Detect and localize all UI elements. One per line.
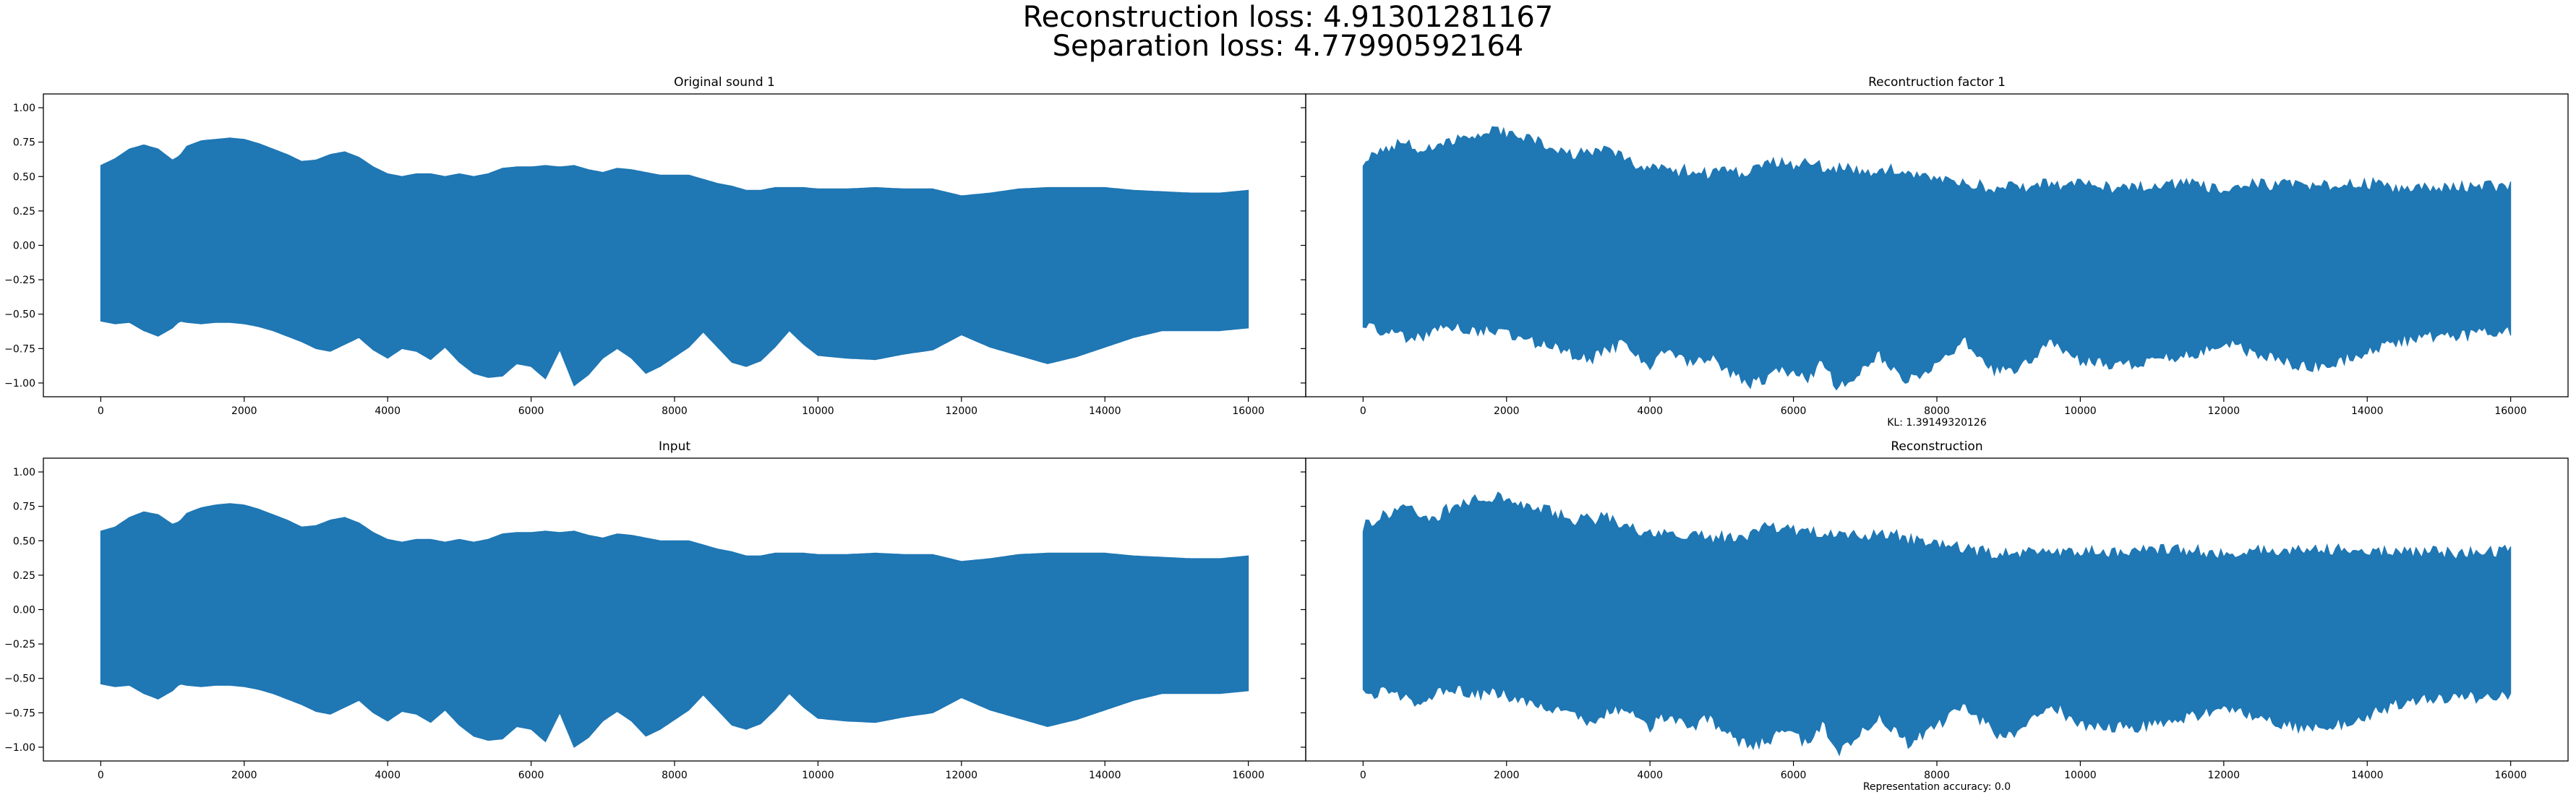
y-tick-label: 0.00 (13, 241, 35, 252)
x-tick-label: 6000 (1781, 405, 1807, 417)
x-tick-label: 12000 (946, 770, 978, 781)
x-tick-label: 16000 (1232, 405, 1265, 417)
x-tick-label: 8000 (1924, 770, 1950, 781)
x-tick-label: 4000 (375, 770, 401, 781)
x-tick-label: 12000 (946, 405, 978, 417)
waveform-series-original-sound-1 (100, 137, 1249, 387)
x-tick-label: 0 (98, 405, 104, 417)
x-tick-label: 2000 (231, 770, 257, 781)
y-tick-label: 0.50 (13, 171, 35, 183)
suptitle-reconstruction-loss: Reconstruction loss: 4.91301281167 (1022, 1, 1554, 34)
waveform-series-recontruction-factor-1 (1362, 126, 2512, 391)
waveform-series-reconstruction (1362, 491, 2512, 757)
x-tick-label: 0 (1360, 770, 1366, 781)
x-tick-label: 16000 (1232, 770, 1265, 781)
axes-1-title: Original sound 1 (674, 75, 775, 90)
y-tick-label: −0.25 (4, 639, 35, 650)
x-tick-label: 0 (98, 770, 104, 781)
x-tick-label: 8000 (662, 770, 688, 781)
axes-2-title: Recontruction factor 1 (1868, 75, 2006, 90)
x-tick-label: 14000 (2351, 770, 2384, 781)
y-tick-label: 1.00 (13, 467, 35, 478)
x-tick-label: 16000 (2494, 770, 2527, 781)
axes-reconstruction: 0 2000 4000 6000 8000 10000 12000 14000 16000 (1301, 457, 2569, 781)
y-tick-label: 0.00 (13, 605, 35, 616)
x-tick-label: 10000 (2064, 405, 2097, 417)
axes-3-title: Input (658, 439, 691, 454)
x-tick-label: 16000 (2494, 405, 2527, 417)
x-tick-label: 10000 (802, 770, 834, 781)
x-tick-label: 14000 (2351, 405, 2384, 417)
x-tick-label: 4000 (1637, 405, 1663, 417)
x-tick-label: 6000 (518, 770, 544, 781)
x-tick-label: 12000 (2208, 770, 2241, 781)
axes-recontruction-factor-1: 0 2000 4000 6000 8000 10000 12000 14000 16000 (1301, 93, 2569, 417)
x-tick-label: 14000 (1089, 770, 1121, 781)
x-tick-label: 2000 (1494, 405, 1520, 417)
x-tick-label: 10000 (802, 405, 834, 417)
waveform-series-input (100, 503, 1249, 748)
y-tick-label: −0.75 (4, 707, 35, 719)
x-tick-label: 4000 (375, 405, 401, 417)
suptitle-separation-loss: Separation loss: 4.77990592164 (1052, 30, 1524, 63)
y-tick-label: −0.50 (4, 674, 35, 685)
x-tick-label: 8000 (1924, 405, 1950, 417)
representation-accuracy-note: Representation accuracy: 0.0 (1862, 781, 2011, 793)
x-tick-label: 0 (1360, 405, 1366, 417)
x-tick-label: 2000 (1494, 770, 1520, 781)
y-tick-label: −1.00 (4, 378, 35, 390)
x-tick-label: 8000 (662, 405, 688, 417)
y-tick-label: 0.25 (13, 570, 35, 582)
kl-note: KL: 1.39149320126 (1887, 417, 1987, 429)
y-tick-label: −0.75 (4, 343, 35, 355)
y-tick-label: 0.50 (13, 536, 35, 547)
y-tick-label: 0.75 (13, 137, 35, 149)
x-tick-label: 6000 (518, 405, 544, 417)
y-tick-label: −0.50 (4, 309, 35, 321)
y-tick-label: −1.00 (4, 742, 35, 754)
y-tick-label: −0.25 (4, 275, 35, 286)
y-tick-label: 0.25 (13, 206, 35, 218)
axes-original-sound-1: 0 2000 4000 6000 8000 10000 12000 14000 16000 −1.… (4, 93, 1306, 417)
x-tick-label: 10000 (2064, 770, 2097, 781)
y-tick-label: 1.00 (13, 103, 35, 114)
x-tick-label: 2000 (231, 405, 257, 417)
x-tick-label: 12000 (2208, 405, 2241, 417)
y-tick-label: 0.75 (13, 502, 35, 513)
x-tick-label: 14000 (1089, 405, 1121, 417)
x-tick-label: 6000 (1781, 770, 1807, 781)
axes-input: 0 2000 4000 6000 8000 10000 12000 14000 16000 −1.… (4, 457, 1306, 781)
axes-4-title: Reconstruction (1891, 439, 1983, 454)
x-tick-label: 4000 (1637, 770, 1663, 781)
